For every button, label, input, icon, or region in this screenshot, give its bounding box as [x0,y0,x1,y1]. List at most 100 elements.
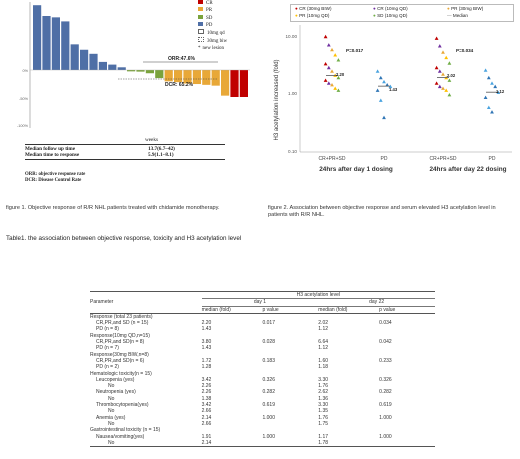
data-point [333,53,338,57]
cell-value: 1.35 [318,408,329,415]
association-table: H3 acetylation level Parameter day 1 day… [90,291,435,448]
cell-value: 1.17 [318,433,329,440]
data-point [336,58,341,62]
data-point [434,65,439,70]
data-point [382,115,386,120]
data-point [441,72,445,76]
table-row: No 2.66 1.75 [90,421,435,427]
median-value: 1.43 [389,87,398,92]
waterfall-bar [183,70,192,84]
cell-value: 2.14 [201,439,263,448]
row-label: PD (n = 2) [96,364,119,371]
cell-value: 1.28 [201,364,212,371]
figure-2-caption: figure 2. Association between objective … [268,205,496,218]
data-point [330,47,334,52]
data-point [326,43,331,47]
span-header: H3 acetylation level [201,291,435,300]
cell-value: 3.42 [201,376,212,383]
row-label: CR,PR,and SD (n = 15) [96,320,149,327]
legend-item: SD [198,14,227,22]
row-label: Response(10mg QD,n=15) [90,332,150,339]
dot-plot-chart: H3 acetylation increased (fold) 10.00 1.… [274,25,512,173]
row-label: CR,PR,and SD(n = 8) [96,339,145,346]
row-label: No [108,383,115,390]
y-tick: -50% [19,97,28,101]
waterfall-bar [174,70,183,83]
group-label: 24hrs after day 1 dosing [319,166,393,173]
table-row: PD (n = 8) 1.43 1.12 [90,326,435,332]
y-tick: -100% [17,124,29,128]
dcr-label: DCR: 65.2% [165,82,194,88]
data-point [483,68,488,72]
cell-value: 1.000 [262,433,275,440]
table-row: No 2.14 1.78 [90,439,435,448]
data-point [490,110,494,114]
table-header-row: H3 acetylation level [90,291,435,300]
data-point [375,69,380,73]
cell-value: 2.66 [201,420,212,427]
median-value: 2.02 [447,73,456,78]
table-subheader-row: median (fold) p value median (fold) p va… [90,306,435,314]
table-row: Thrombocytopenia(yes) 3.42 0.619 3.30 0.619 [90,402,435,408]
row-label: No [108,420,115,427]
row-label: CR,PR,and SD(n = 6) [96,357,145,364]
col-day22: day 22 [318,298,435,307]
waterfall-bar [117,67,126,70]
waterfall-bar [211,70,220,86]
table-row: Response(30mg BIW,n=8) [90,352,435,358]
cell-value [379,313,435,320]
y-tick: 1.00 [288,91,297,96]
col-sub: median (fold) [318,306,380,314]
waterfall-bar [33,5,42,71]
cell-value: 2.14 [201,414,212,421]
legend-marker: ● [295,13,298,18]
waterfall-bar [51,17,60,71]
table-row: Anemia (yes) 2.14 1.000 1.76 1.000 [90,415,435,421]
waterfall-bar [136,70,145,72]
row-label: Response(30mg BIW,n=8) [90,351,149,358]
x-tick: CR+PR+SD [319,156,346,162]
data-point [330,82,334,87]
legend-swatch [198,37,204,43]
data-point [486,75,491,80]
cell-value: 1.12 [318,345,329,352]
data-point [330,69,334,73]
table-row: No 2.26 1.76 [90,383,435,389]
table-row: Nausea/vomiting(yes) 1.91 1.000 1.17 1.000 [90,434,435,440]
table-row: No 2.66 1.35 [90,408,435,414]
x-tick: PD [489,156,496,162]
fig1-summary: weeks Median follow up time 13.7(6.7~42) … [25,137,225,160]
cell-value [379,439,435,448]
y-tick: 0.10 [288,149,297,154]
x-tick: PD [381,156,388,162]
waterfall-bar [89,53,98,70]
legend-marker: ● [295,6,298,11]
summary-row: Median follow up time 13.7(6.7~42) [25,143,225,153]
legend-item: — Median [447,13,468,18]
footnote: DCR: Disease Control Rate [25,178,82,183]
p-value: P=0.017 [346,48,364,53]
cell-value: 2.62 [318,389,329,396]
waterfall-bar [164,70,173,82]
median-value: 2.20 [336,72,345,77]
cell-value: 2.20 [201,320,212,327]
legend-swatch [198,29,204,35]
cell-value: 3.42 [201,402,212,409]
cell-value [262,313,318,320]
cell-value: 0.326 [262,376,275,383]
y-axis-label: H3 acetylation increased (fold) [274,59,280,140]
footnote: ORR: objective response rate [25,172,86,177]
table-row: CR,PR,and SD(n = 6) 1.72 0.183 1.60 0.233 [90,358,435,364]
legend-item: ● CR (10mg QD) [373,6,408,11]
data-point [336,75,341,80]
row-label: Response (total 23 patients) [90,313,153,320]
waterfall-bar [202,70,211,85]
legend-item: PR [198,7,227,14]
data-point [323,78,328,82]
cell-value: 1.75 [318,420,329,427]
data-point [326,81,331,85]
data-point [437,44,442,48]
x-tick: CR+PR+SD [430,156,457,162]
legend-swatch [198,14,203,19]
legend-item: ● CR (30mg BIW) [295,6,332,11]
